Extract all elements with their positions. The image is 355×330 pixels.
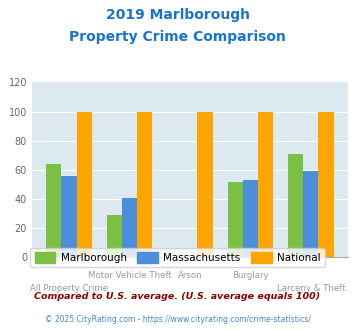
Text: Larceny & Theft: Larceny & Theft xyxy=(277,284,345,293)
Bar xyxy=(258,112,273,257)
Bar xyxy=(122,198,137,257)
Bar xyxy=(137,112,152,257)
Text: Compared to U.S. average. (U.S. average equals 100): Compared to U.S. average. (U.S. average … xyxy=(34,292,321,301)
Bar xyxy=(77,112,92,257)
Bar xyxy=(303,171,318,257)
Bar xyxy=(228,182,243,257)
Bar xyxy=(243,180,258,257)
Legend: Marlborough, Massachusetts, National: Marlborough, Massachusetts, National xyxy=(31,248,324,267)
Bar xyxy=(61,176,77,257)
Bar xyxy=(46,164,61,257)
Text: 2019 Marlborough: 2019 Marlborough xyxy=(105,8,250,22)
Text: Arson: Arson xyxy=(178,271,202,280)
Text: Motor Vehicle Theft: Motor Vehicle Theft xyxy=(88,271,171,280)
Bar xyxy=(318,112,334,257)
Text: All Property Crime: All Property Crime xyxy=(30,284,108,293)
Bar xyxy=(107,215,122,257)
Text: © 2025 CityRating.com - https://www.cityrating.com/crime-statistics/: © 2025 CityRating.com - https://www.city… xyxy=(45,315,310,324)
Text: Burglary: Burglary xyxy=(232,271,269,280)
Bar xyxy=(197,112,213,257)
Text: Property Crime Comparison: Property Crime Comparison xyxy=(69,30,286,44)
Bar xyxy=(288,154,303,257)
